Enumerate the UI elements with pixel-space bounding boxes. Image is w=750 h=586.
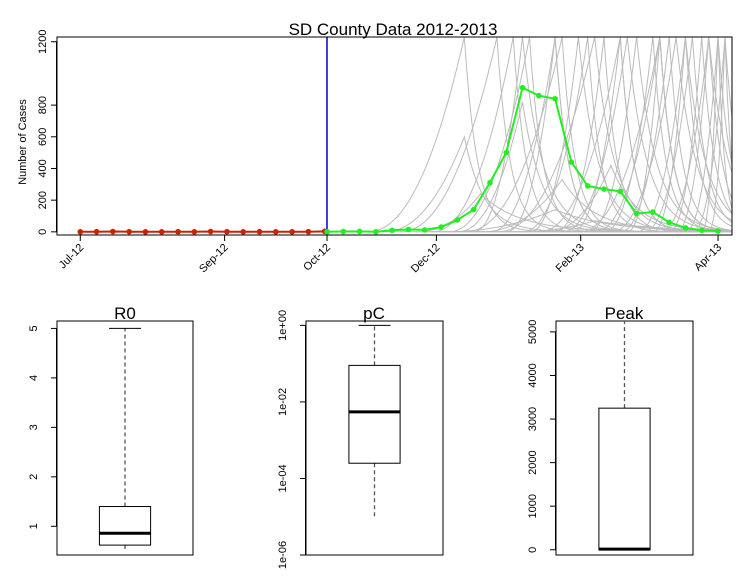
data-point [93,228,100,235]
x-tick-label: Apr-13 [692,242,724,274]
y-tick-label: 400 [37,159,49,177]
data-point [454,217,461,223]
data-point [421,227,428,233]
simulation-line [555,37,732,233]
simulation-line [636,37,732,233]
simulation-line [448,37,732,233]
simulation-line [620,37,732,233]
y-tick-label: 0 [37,229,49,235]
data-point [601,186,607,192]
data-point [175,228,181,235]
simulation-line [669,37,732,233]
data-point [340,228,347,235]
data-point [324,229,330,235]
y-tick-label: 2 [28,474,40,480]
y-tick-label: 800 [37,96,49,114]
data-point [224,228,230,235]
y-tick-label: 1200 [37,30,49,54]
data-point [110,228,116,235]
simulation-lines [350,37,732,233]
data-point [256,228,263,235]
data-point [305,228,312,235]
x-tick-label: Dec-12 [409,242,443,276]
y-tick-label: 5 [28,325,40,331]
y-tick-label: 1e-06 [277,541,289,569]
y-axis-label: Number of Cases [17,99,29,185]
y-tick-label: 1e+00 [277,310,289,341]
data-point [470,206,477,213]
data-point [650,209,656,215]
simulation-line [594,37,732,233]
y-axis: 0 200 400 600 800 1200 [37,30,57,235]
data-point [356,228,363,235]
data-point [158,229,165,235]
y-tick-label: 5000 [527,320,539,344]
boxplot-title: R0 [114,304,136,323]
y-tick-label: 1e-04 [277,464,289,492]
y-tick-label: 4 [28,375,40,381]
data-point [405,226,412,233]
boxplot-peak: Peak 0 1000 2000 3000 4000 5000 [527,304,694,556]
simulation-line [571,37,732,233]
data-point [519,84,526,91]
x-axis: Jul-12 Sep-12 Oct-12 Dec-12 Feb-13 Apr-13 [57,235,724,275]
boxplot-pc: pC 1e-06 1e-04 1e-02 1e+00 [277,304,444,569]
boxplot-title: pC [363,304,385,323]
data-point [373,229,379,235]
x-tick-label: Feb-13 [554,242,587,275]
y-tick-label: 0 [527,547,539,553]
data-point [715,228,721,234]
data-point [389,227,395,234]
data-point [633,210,640,217]
data-point [682,225,689,231]
iqr-box [348,364,401,464]
data-point [568,159,575,165]
simulation-line [627,37,732,233]
data-point [698,227,705,234]
data-point [617,188,624,195]
simulation-line [643,37,732,233]
iqr-box [598,407,651,551]
x-tick-label: Sep-12 [197,242,231,276]
data-point [142,229,149,235]
y-tick-label: 1 [28,523,40,529]
data-point [191,229,198,235]
series-group [77,37,721,235]
data-point [666,219,672,226]
y-tick-label: 3000 [527,407,539,431]
data-point [552,95,558,102]
y-tick-label: 200 [37,191,49,209]
boxplot-r0: R0 1 2 3 4 5 [28,304,194,556]
data-point [438,224,444,230]
data-point [536,92,542,99]
data-point [503,149,510,156]
chart-title: SD County Data 2012-2013 [289,20,498,39]
data-point [584,183,591,189]
y-tick-label: 3 [28,424,40,430]
y-tick-label: 1000 [527,494,539,518]
iqr-box [98,506,152,546]
data-point [272,229,279,235]
data-point [126,228,132,235]
y-tick-label: 4000 [527,363,539,387]
line-chart: SD County Data 2012-2013 Number of Cases… [17,20,733,275]
x-tick-label: Jul-12 [57,242,87,272]
data-point [487,179,493,186]
x-tick-label: Oct-12 [301,242,333,274]
data-point [77,229,84,235]
y-tick-label: 600 [37,128,49,146]
simulation-line [604,37,732,233]
data-point [240,229,247,235]
boxplot-title: Peak [605,304,644,323]
data-point [207,228,214,235]
y-tick-label: 1e-02 [277,388,289,416]
data-point [289,229,295,235]
y-tick-label: 2000 [527,450,539,474]
